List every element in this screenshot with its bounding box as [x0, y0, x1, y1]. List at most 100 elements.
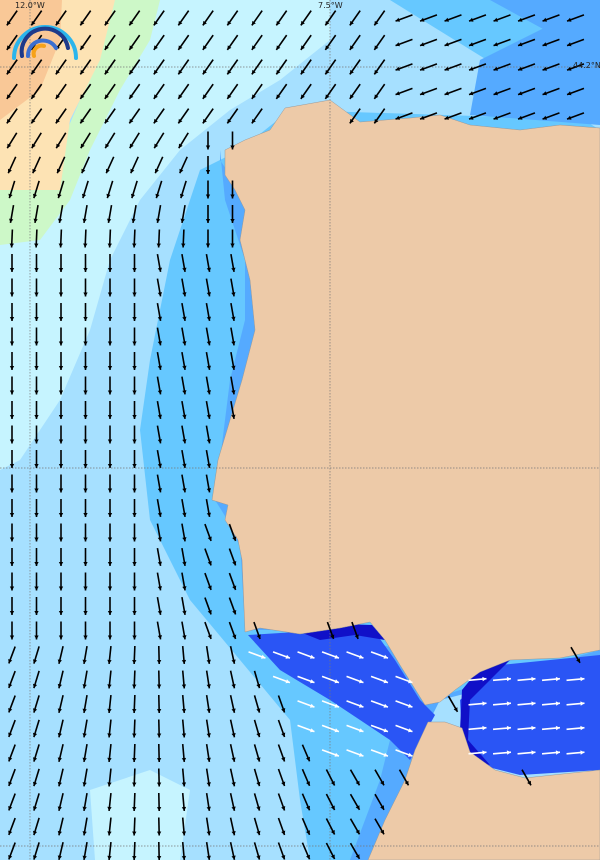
- direction-arrow-icon: [205, 351, 212, 371]
- direction-arrow-icon: [226, 59, 239, 75]
- direction-arrow-icon: [277, 793, 286, 811]
- direction-arrow-icon: [419, 112, 438, 120]
- direction-arrow-icon: [277, 842, 286, 860]
- direction-arrow-icon: [205, 670, 211, 689]
- direction-arrow-icon: [30, 108, 43, 124]
- direction-arrow-icon: [156, 817, 162, 836]
- direction-arrow-icon: [349, 83, 361, 100]
- direction-arrow-icon: [107, 572, 113, 591]
- direction-arrow-icon: [542, 112, 560, 120]
- direction-arrow-icon: [6, 132, 18, 149]
- direction-arrow-icon: [468, 725, 487, 731]
- direction-arrow-icon: [251, 108, 263, 124]
- direction-arrow-icon: [181, 841, 187, 860]
- direction-arrow-icon: [275, 83, 288, 100]
- direction-arrow-icon: [156, 768, 162, 787]
- direction-arrow-icon: [34, 401, 39, 419]
- direction-arrow-icon: [83, 597, 88, 615]
- direction-arrow-icon: [57, 793, 64, 811]
- direction-arrow-icon: [177, 10, 190, 26]
- direction-arrow-icon: [9, 572, 15, 591]
- direction-arrow-icon: [177, 108, 190, 124]
- direction-arrow-icon: [517, 14, 536, 22]
- direction-arrow-icon: [370, 724, 389, 733]
- direction-arrow-icon: [83, 450, 88, 468]
- direction-arrow-icon: [370, 651, 389, 659]
- direction-arrow-icon: [129, 132, 140, 149]
- direction-arrow-icon: [447, 695, 459, 713]
- direction-arrow-icon: [230, 229, 235, 248]
- direction-arrow-icon: [32, 719, 40, 738]
- sea-deep-cadiz: [248, 625, 435, 760]
- direction-arrow-icon: [107, 670, 112, 689]
- direction-arrow-icon: [204, 523, 212, 542]
- direction-arrow-icon: [297, 651, 315, 659]
- direction-arrow-icon: [8, 180, 16, 199]
- direction-arrow-icon: [205, 425, 212, 444]
- direction-arrow-icon: [349, 10, 361, 26]
- direction-arrow-icon: [301, 817, 311, 836]
- direction-arrow-icon: [156, 743, 162, 763]
- direction-arrow-icon: [107, 474, 113, 493]
- direction-arrow-icon: [153, 10, 165, 26]
- direction-arrow-icon: [107, 621, 113, 640]
- direction-arrow-icon: [83, 303, 88, 321]
- direction-arrow-icon: [9, 352, 15, 370]
- direction-arrow-icon: [34, 376, 39, 395]
- direction-arrow-icon: [6, 59, 18, 75]
- direction-arrow-icon: [419, 14, 438, 22]
- direction-arrow-icon: [468, 112, 487, 120]
- direction-arrow-icon: [228, 597, 237, 615]
- direction-arrow-icon: [104, 34, 116, 51]
- direction-arrow-icon: [321, 675, 340, 684]
- direction-arrow-icon: [493, 63, 511, 71]
- direction-arrow-icon: [107, 401, 113, 419]
- direction-arrow-icon: [541, 750, 561, 755]
- direction-arrow-icon: [132, 499, 137, 517]
- direction-arrow-icon: [229, 670, 236, 689]
- direction-arrow-icon: [30, 59, 43, 75]
- direction-arrow-icon: [34, 303, 39, 321]
- direction-arrow-icon: [132, 621, 137, 640]
- direction-arrow-icon: [205, 205, 211, 223]
- direction-arrow-icon: [205, 229, 211, 248]
- direction-arrow-icon: [566, 112, 585, 120]
- direction-arrow-icon: [205, 645, 211, 665]
- direction-arrow-icon: [373, 108, 386, 124]
- direction-arrow-icon: [321, 724, 340, 733]
- direction-arrow-icon: [205, 156, 211, 174]
- direction-arrow-icon: [156, 351, 163, 371]
- direction-arrow-icon: [179, 180, 187, 199]
- direction-arrow-icon: [9, 229, 14, 248]
- direction-arrow-icon: [468, 701, 487, 706]
- direction-arrow-icon: [132, 743, 137, 763]
- direction-arrow-icon: [321, 651, 340, 659]
- direction-arrow-icon: [373, 10, 386, 26]
- direction-arrow-icon: [229, 695, 236, 713]
- arrow-layer: [6, 10, 585, 860]
- direction-arrow-icon: [81, 180, 89, 199]
- direction-arrow-icon: [181, 694, 187, 714]
- direction-arrow-icon: [34, 597, 39, 615]
- direction-arrow-icon: [58, 548, 64, 566]
- sea-darkest-2: [460, 660, 510, 765]
- land-layer: [211, 99, 600, 860]
- direction-arrow-icon: [57, 646, 64, 664]
- direction-arrow-icon: [9, 597, 15, 615]
- direction-arrow-icon: [521, 769, 532, 786]
- direction-arrow-icon: [82, 841, 88, 860]
- direction-arrow-icon: [55, 132, 67, 149]
- direction-arrow-icon: [8, 817, 16, 836]
- direction-arrow-icon: [181, 547, 187, 567]
- direction-arrow-icon: [132, 254, 137, 272]
- direction-arrow-icon: [253, 719, 261, 738]
- direction-arrow-icon: [130, 180, 138, 199]
- lon-label-7-5w: 7.5°W: [318, 1, 343, 10]
- direction-arrow-icon: [104, 10, 116, 26]
- direction-arrow-icon: [8, 695, 16, 713]
- direction-arrow-icon: [468, 14, 487, 22]
- direction-arrow-icon: [58, 523, 64, 542]
- direction-arrow-icon: [321, 749, 340, 757]
- direction-arrow-icon: [34, 450, 39, 468]
